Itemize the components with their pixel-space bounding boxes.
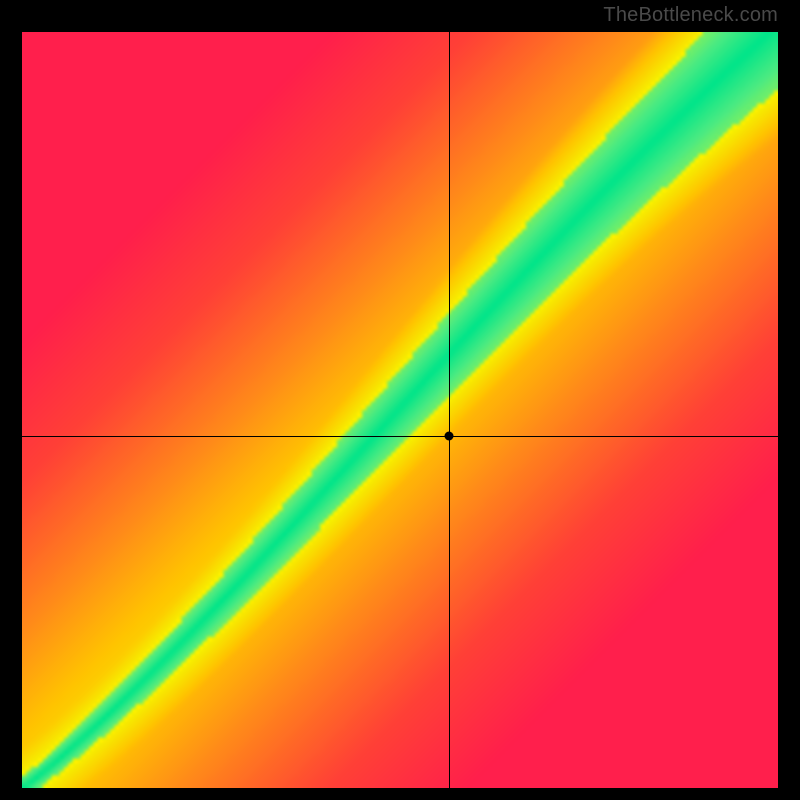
heatmap-canvas bbox=[22, 32, 778, 788]
watermark-text: TheBottleneck.com bbox=[603, 4, 778, 27]
chart-area bbox=[22, 32, 778, 788]
crosshair-vertical bbox=[449, 32, 450, 788]
crosshair-horizontal bbox=[22, 436, 778, 437]
crosshair-marker bbox=[445, 432, 454, 441]
